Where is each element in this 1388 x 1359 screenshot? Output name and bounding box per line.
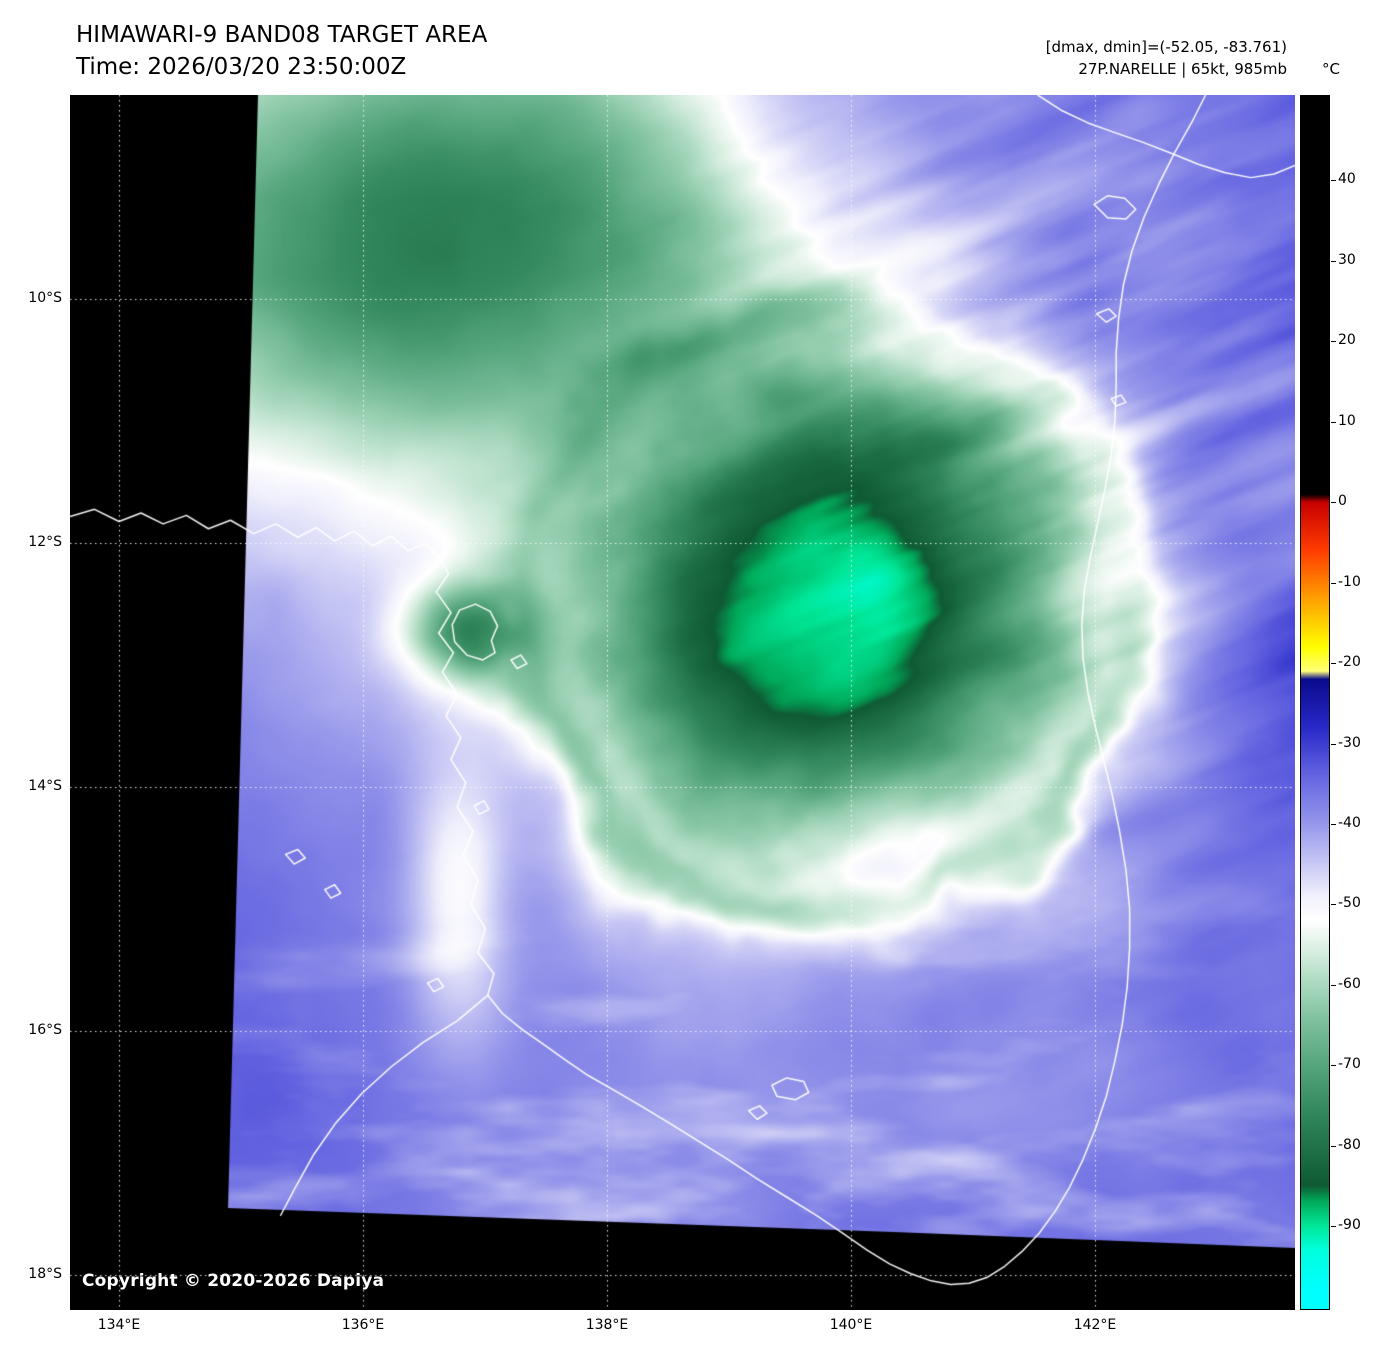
- colorbar-tick-mark: [1331, 984, 1336, 986]
- lat-tick-label: 16°S: [28, 1022, 62, 1038]
- header-info: [dmax, dmin]=(-52.05, -83.761) 27P.NAREL…: [1046, 36, 1287, 80]
- colorbar-tick-mark: [1331, 582, 1336, 584]
- colorbar-tick-label: 10: [1338, 412, 1356, 429]
- colorbar-tick-label: 30: [1338, 251, 1356, 268]
- colorbar-tick-mark: [1331, 341, 1336, 343]
- lat-tick-label: 12°S: [28, 534, 62, 550]
- colorbar-tick-label: 40: [1338, 171, 1356, 188]
- lat-tick-label: 10°S: [28, 290, 62, 306]
- colorbar-tick-mark: [1331, 421, 1336, 423]
- dmax-dmin-label: [dmax, dmin]=(-52.05, -83.761): [1045, 38, 1287, 56]
- colorbar-tick-label: -70: [1338, 1056, 1361, 1073]
- colorbar-tick-mark: [1331, 824, 1336, 825]
- colorbar-tick-mark: [1331, 1226, 1336, 1228]
- colorbar-tick-mark: [1331, 743, 1336, 745]
- colorbar-gradient: [1300, 95, 1330, 1310]
- satellite-canvas: [70, 95, 1295, 1310]
- lon-tick-label: 140°E: [829, 1317, 873, 1333]
- lon-tick-label: 142°E: [1073, 1317, 1117, 1333]
- colorbar-tick-mark: [1331, 663, 1336, 665]
- colorbar-tick-mark: [1331, 1065, 1336, 1067]
- colorbar-tick-label: -30: [1338, 734, 1361, 751]
- lon-tick-label: 138°E: [585, 1317, 629, 1333]
- page-title: HIMAWARI-9 BAND08 TARGET AREA: [76, 22, 488, 48]
- lat-tick-label: 18°S: [28, 1266, 62, 1282]
- storm-info-label: 27P.NARELLE | 65kt, 985mb: [1078, 60, 1287, 78]
- colorbar-tick-label: -40: [1338, 815, 1361, 831]
- colorbar-tick-mark: [1331, 1145, 1336, 1147]
- colorbar-tick-label: -80: [1338, 1136, 1361, 1153]
- lat-tick-label: 14°S: [28, 778, 62, 794]
- colorbar-tick-label: -90: [1338, 1217, 1361, 1234]
- copyright-label: Copyright © 2020-2026 Dapiya: [82, 1271, 385, 1291]
- lon-tick-label: 136°E: [341, 1317, 385, 1333]
- colorbar-tick-mark: [1331, 904, 1336, 906]
- colorbar-unit-label: °C: [1322, 60, 1340, 78]
- colorbar-tick-mark: [1331, 180, 1336, 182]
- colorbar-tick-label: 20: [1338, 332, 1356, 349]
- colorbar-tick-label: -60: [1338, 975, 1361, 992]
- colorbar-tick-label: 0: [1338, 493, 1347, 510]
- time-label: Time: 2026/03/20 23:50:00Z: [76, 54, 407, 80]
- colorbar-tick-mark: [1331, 260, 1336, 262]
- colorbar-tick-label: -20: [1338, 654, 1361, 671]
- colorbar-tick-label: -50: [1338, 895, 1361, 912]
- lon-tick-label: 134°E: [97, 1317, 141, 1333]
- colorbar-tick-label: -10: [1338, 573, 1361, 590]
- colorbar-tick-mark: [1331, 502, 1336, 504]
